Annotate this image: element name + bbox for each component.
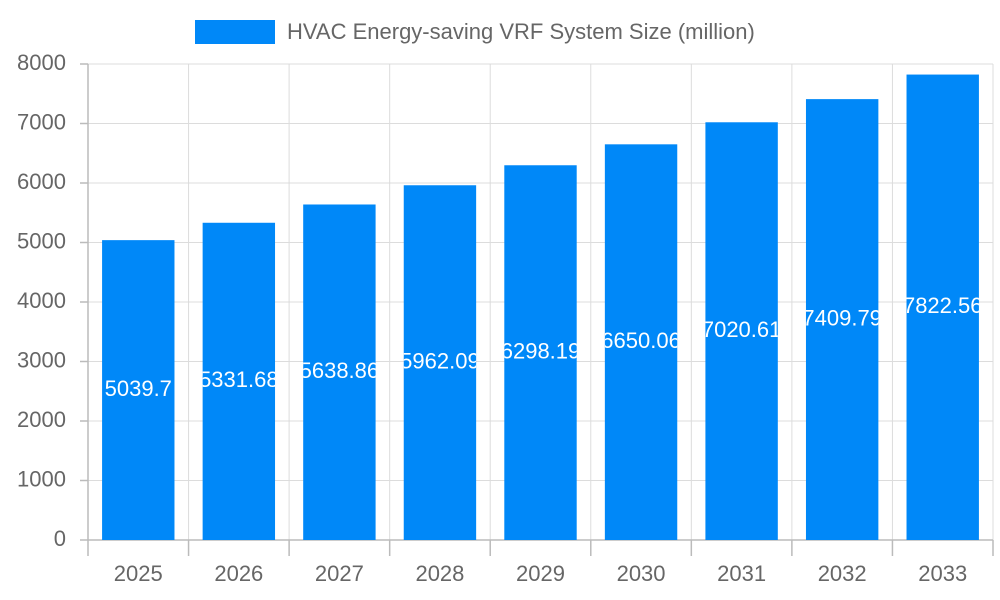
bar [403,185,477,540]
x-tick-label: 2027 [315,561,364,586]
data-label: 5962.09 [400,348,480,373]
bar [906,74,979,540]
bar [102,240,175,540]
x-tick-label: 2030 [617,561,666,586]
data-label: 7409.79 [802,305,882,330]
data-label: 5638.86 [300,358,380,383]
legend-label: HVAC Energy-saving VRF System Size (mill… [287,19,755,44]
y-tick-label: 3000 [17,347,66,372]
bar [705,122,778,540]
bar [202,222,276,540]
y-tick-label: 6000 [17,169,66,194]
bar [604,144,678,541]
y-tick-label: 2000 [17,407,66,432]
x-tick-label: 2026 [214,561,263,586]
y-tick-label: 4000 [17,288,66,313]
x-tick-label: 2025 [114,561,163,586]
y-tick-label: 1000 [17,466,66,491]
bar [504,165,577,540]
x-tick-label: 2033 [918,561,967,586]
y-tick-label: 8000 [17,50,66,75]
bar [303,204,376,540]
data-label: 5039.7 [105,376,172,401]
y-tick-label: 0 [54,526,66,551]
legend-swatch [195,20,275,44]
y-tick-label: 5000 [17,228,66,253]
data-label: 5331.68 [199,367,279,392]
y-tick-label: 7000 [17,109,66,134]
data-label: 7020.61 [702,317,782,342]
x-tick-label: 2028 [415,561,464,586]
x-tick-label: 2031 [717,561,766,586]
x-tick-label: 2032 [818,561,867,586]
data-label: 6650.06 [601,328,681,353]
x-tick-label: 2029 [516,561,565,586]
data-label: 7822.56 [903,293,983,318]
data-label: 6298.19 [501,338,581,363]
bar [805,99,879,540]
